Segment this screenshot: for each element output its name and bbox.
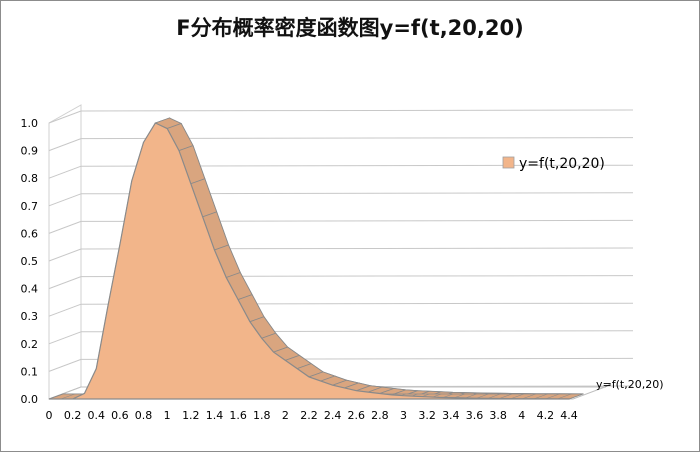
y-tick-label: 0.7 [21, 200, 39, 213]
x-tick-label: 3.4 [442, 409, 460, 422]
y-tick-label: 0.2 [21, 338, 39, 351]
gridline-back [80, 109, 634, 112]
gridline-diagonal [48, 358, 82, 372]
gridline-diagonal [48, 138, 82, 152]
x-tick-label: 1.4 [206, 409, 224, 422]
x-tick-label: 1 [164, 409, 171, 422]
area-series [48, 117, 584, 400]
gridline-diagonal [48, 110, 82, 124]
y-tick-label: 0.0 [21, 393, 39, 406]
y-tick-label: 0.9 [21, 145, 39, 158]
x-tick-label: 1.2 [182, 409, 200, 422]
x-tick-label: 3.2 [418, 409, 436, 422]
x-tick-label: 4 [518, 409, 525, 422]
y-axis-ticks: 0.0 0.1 0.2 0.3 0.4 0.5 0.6 0.7 0.8 0.9 1.0 [21, 117, 39, 406]
x-tick-label: 2.4 [324, 409, 342, 422]
x-tick-label: 2 [282, 409, 289, 422]
y-tick-label: 0.4 [21, 283, 39, 296]
x-tick-label: 0.4 [88, 409, 106, 422]
legend-label: y=f(t,20,20) [519, 156, 605, 172]
x-tick-label: 2.8 [371, 409, 389, 422]
chart-title: F分布概率密度函数图y=f(t,20,20) [176, 16, 523, 40]
x-tick-label: 0.8 [135, 409, 153, 422]
gridline-diagonal [48, 276, 82, 290]
area-front-face [49, 122, 570, 400]
gridline-diagonal [48, 193, 82, 207]
gridline-diagonal [48, 331, 82, 345]
x-tick-label: 4.2 [537, 409, 555, 422]
y-tick-label: 0.3 [21, 310, 39, 323]
gridline-diagonal [48, 303, 82, 317]
x-tick-label: 2.2 [300, 409, 318, 422]
gridline-diagonal [48, 220, 82, 234]
x-tick-label: 3 [400, 409, 407, 422]
x-tick-label: 0.6 [111, 409, 129, 422]
gridline-diagonal [48, 165, 82, 179]
y-tick-label: 0.6 [21, 227, 39, 240]
y-tick-label: 0.8 [21, 172, 39, 185]
area-base-hatch [48, 393, 64, 400]
area-base-hatch [557, 393, 572, 400]
y-tick-label: 0.1 [21, 365, 39, 378]
x-tick-label: 1.6 [229, 409, 247, 422]
y-tick-label: 1.0 [21, 117, 39, 130]
legend-swatch [502, 156, 515, 169]
depth-axis-label: y=f(t,20,20) [596, 378, 663, 391]
x-tick-label: 0.2 [64, 409, 82, 422]
x-tick-label: 2.6 [348, 409, 366, 422]
area-base-hatch [60, 393, 75, 400]
legend: y=f(t,20,20) [502, 156, 605, 172]
area-base-hatch [568, 393, 584, 400]
x-tick-label: 3.8 [489, 409, 507, 422]
area-base-hatch [545, 393, 560, 400]
x-tick-label: 0 [46, 409, 53, 422]
x-axis-ticks: 0 0.2 0.4 0.6 0.8 1 1.2 1.4 1.6 1.8 2 2.2 2.4 2.6 2.8 3… [46, 409, 578, 422]
depth-tick [604, 383, 612, 388]
x-tick-label: 3.6 [466, 409, 484, 422]
x-tick-label: 4.4 [560, 409, 578, 422]
y-tick-label: 0.5 [21, 255, 39, 268]
gridline-diagonal [48, 248, 82, 262]
x-tick-label: 1.8 [253, 409, 271, 422]
